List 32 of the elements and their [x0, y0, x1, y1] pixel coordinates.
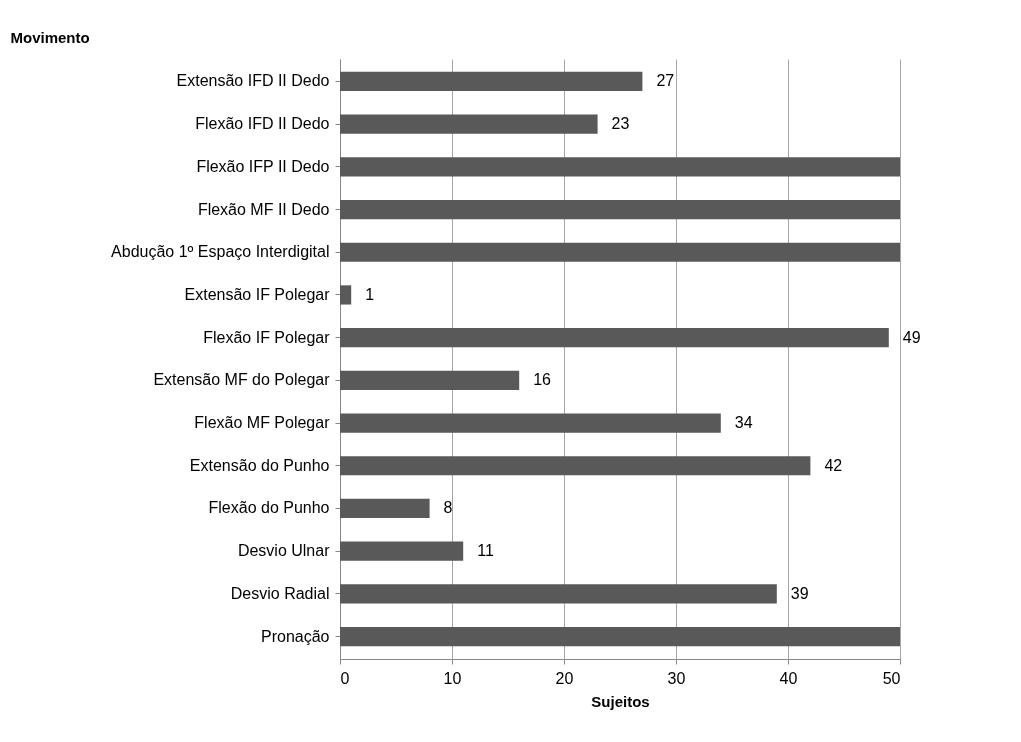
y-tick-label: Abdução 1º Espaço Interdigital: [111, 243, 330, 261]
data-label: 8: [443, 499, 453, 517]
y-tick-label: Extensão IFD II Dedo: [176, 72, 330, 90]
data-label: 27: [656, 72, 675, 90]
y-tick-label: Extensão do Punho: [189, 456, 330, 474]
x-tick-label: 20: [555, 669, 574, 687]
y-tick-label: Desvio Ulnar: [237, 542, 331, 560]
data-label: 16: [533, 371, 552, 389]
y-tick-label: Flexão MF Polegar: [194, 414, 331, 432]
y-tick-label: Flexão MF II Dedo: [197, 200, 330, 218]
x-tick-label: 50: [882, 669, 901, 687]
x-tick-label: 30: [667, 669, 686, 687]
y-tick-label: Flexão IFP II Dedo: [196, 157, 330, 175]
y-tick-label: Extensão IF Polegar: [184, 285, 331, 303]
data-label: 23: [611, 115, 630, 133]
y-tick-label: Flexão IFD II Dedo: [195, 115, 330, 133]
data-label: 42: [824, 456, 843, 474]
data-label: 39: [790, 584, 809, 602]
x-tick-label: 0: [340, 669, 350, 687]
x-tick-label: 10: [443, 669, 462, 687]
x-tick-label: 40: [779, 669, 798, 687]
y-tick-label: Flexão IF Polegar: [203, 328, 331, 346]
y-tick-label: Pronação: [261, 627, 330, 645]
x-axis-title: Sujeitos: [591, 692, 650, 710]
data-label: 49: [902, 328, 921, 346]
data-label: 34: [734, 414, 753, 432]
data-label: 1: [365, 285, 375, 303]
y-tick-label: Extensão MF do Polegar: [153, 371, 331, 389]
y-tick-label: Flexão do Punho: [208, 499, 330, 517]
y-axis-title: Movimento: [10, 28, 90, 46]
y-tick-label: Desvio Radial: [230, 584, 330, 602]
data-label: 11: [477, 542, 494, 560]
